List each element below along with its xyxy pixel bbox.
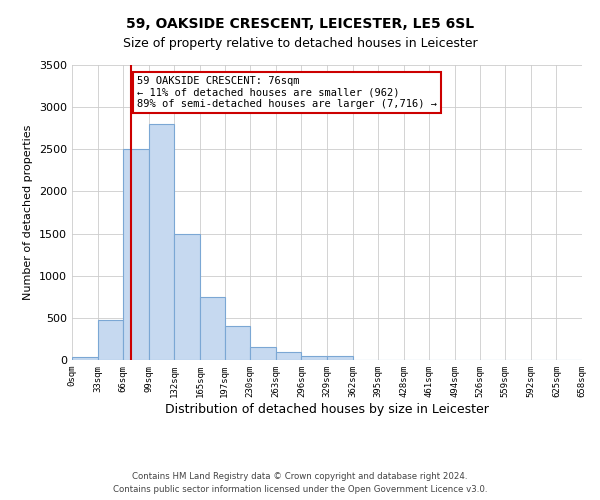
Bar [224, 326, 250, 360]
Bar [149, 124, 175, 360]
Text: 59 OAKSIDE CRESCENT: 76sqm
← 11% of detached houses are smaller (962)
89% of sem: 59 OAKSIDE CRESCENT: 76sqm ← 11% of deta… [137, 76, 437, 109]
Bar [200, 297, 224, 360]
Bar [98, 320, 123, 360]
Bar [123, 150, 149, 360]
Bar [175, 234, 200, 360]
Bar [327, 356, 353, 360]
Y-axis label: Number of detached properties: Number of detached properties [23, 125, 34, 300]
Bar [276, 352, 301, 360]
Text: Size of property relative to detached houses in Leicester: Size of property relative to detached ho… [122, 38, 478, 51]
Text: Contains HM Land Registry data © Crown copyright and database right 2024.
Contai: Contains HM Land Registry data © Crown c… [113, 472, 487, 494]
X-axis label: Distribution of detached houses by size in Leicester: Distribution of detached houses by size … [165, 402, 489, 415]
Bar [301, 356, 327, 360]
Bar [72, 358, 98, 360]
Bar [250, 348, 276, 360]
Text: 59, OAKSIDE CRESCENT, LEICESTER, LE5 6SL: 59, OAKSIDE CRESCENT, LEICESTER, LE5 6SL [126, 18, 474, 32]
